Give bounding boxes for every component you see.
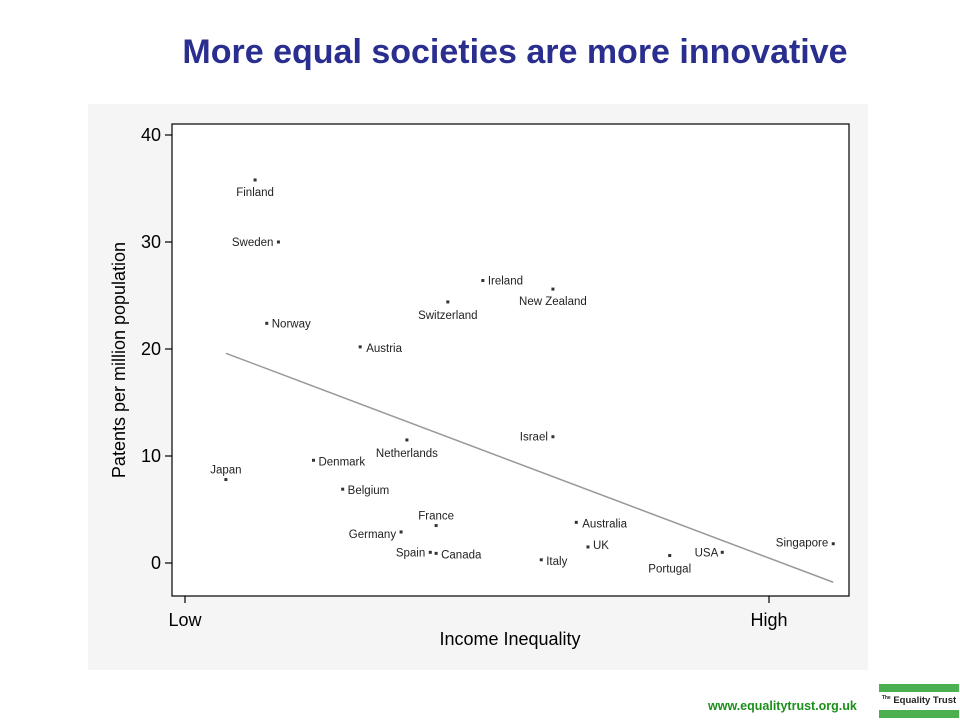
data-point (574, 520, 578, 524)
point-label: Ireland (488, 276, 523, 288)
point-label: Japan (210, 465, 241, 477)
point-label: Switzerland (418, 310, 477, 322)
point-label: Spain (396, 547, 425, 559)
data-point (446, 300, 450, 304)
footer-url-link[interactable]: www.equalitytrust.org.uk (708, 699, 857, 713)
point-label: USA (695, 547, 719, 559)
data-point (668, 554, 672, 558)
x-axis-label: Income Inequality (439, 629, 580, 649)
point-label: Belgium (348, 485, 390, 497)
trend-line (225, 352, 834, 583)
data-point (428, 550, 432, 554)
y-tick-label: 20 (141, 339, 161, 359)
point-label: France (418, 511, 454, 523)
point-label: Finland (236, 187, 274, 199)
data-point (265, 321, 269, 325)
data-point (311, 458, 315, 462)
point-label: Israel (520, 432, 548, 444)
logo-small-text: The (881, 695, 891, 701)
point-label: Italy (546, 556, 567, 568)
chart-panel: 0 10 20 30 40 Low High Finland Sweden Norway Aus… (88, 104, 868, 670)
data-point (434, 551, 438, 555)
point-label: UK (593, 540, 609, 552)
logo-name: Equality Trust (893, 695, 957, 706)
point-label: Australia (582, 518, 627, 530)
data-point (551, 435, 555, 439)
data-point (224, 478, 228, 482)
plot-area (171, 123, 850, 597)
point-label: Norway (272, 318, 311, 330)
data-point (341, 487, 345, 491)
scatter-chart: 0 10 20 30 40 Low High Finland Sweden Norway Aus… (109, 123, 850, 649)
point-label: New Zealand (519, 296, 587, 308)
slide-title: More equal societies are more innovative (182, 33, 848, 71)
x-tick-label: High (750, 610, 787, 630)
y-tick-label: 40 (141, 125, 161, 145)
point-label: Canada (441, 549, 482, 561)
data-point (551, 287, 555, 291)
point-label: Portugal (648, 564, 691, 576)
data-point (481, 279, 485, 283)
point-label: Singapore (776, 538, 828, 550)
data-point (720, 550, 724, 554)
data-point (434, 524, 438, 528)
data-point (276, 240, 280, 244)
point-label: Netherlands (376, 448, 438, 460)
equality-trust-logo: The Equality Trust (879, 684, 959, 718)
logo-bar-top (879, 684, 959, 692)
data-point (253, 178, 257, 182)
point-label: Sweden (232, 237, 274, 249)
data-point (358, 345, 362, 349)
y-tick-label: 10 (141, 446, 161, 466)
data-point (405, 438, 409, 442)
data-point (539, 558, 543, 562)
x-tick-label: Low (168, 610, 202, 630)
data-point (399, 530, 403, 534)
logo-text: The Equality Trust (879, 695, 959, 706)
data-point (586, 545, 590, 549)
logo-bar-bottom (879, 710, 959, 718)
point-label: Denmark (318, 456, 365, 468)
y-axis-label: Patents per million population (109, 242, 129, 478)
data-point (831, 542, 835, 546)
y-tick-label: 0 (151, 553, 161, 573)
point-label: Austria (366, 343, 402, 355)
y-tick-label: 30 (141, 232, 161, 252)
point-label: Germany (349, 529, 397, 541)
